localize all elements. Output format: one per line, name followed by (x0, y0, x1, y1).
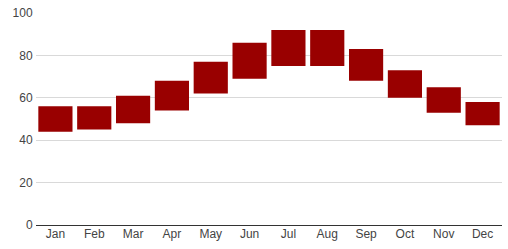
svg-text:100: 100 (13, 6, 33, 20)
svg-text:Jun: Jun (240, 227, 259, 241)
svg-text:Feb: Feb (84, 227, 105, 241)
svg-text:Jul: Jul (281, 227, 296, 241)
svg-text:Sep: Sep (355, 227, 377, 241)
svg-text:80: 80 (19, 49, 33, 63)
svg-text:60: 60 (19, 91, 33, 105)
svg-text:May: May (199, 227, 222, 241)
svg-text:Aug: Aug (317, 227, 338, 241)
svg-text:Apr: Apr (163, 227, 182, 241)
svg-text:40: 40 (19, 133, 33, 147)
svg-text:20: 20 (19, 176, 33, 190)
svg-text:Mar: Mar (123, 227, 144, 241)
svg-text:Dec: Dec (472, 227, 493, 241)
svg-text:Nov: Nov (433, 227, 454, 241)
svg-text:0: 0 (26, 218, 33, 232)
svg-text:Oct: Oct (396, 227, 415, 241)
svg-text:Jan: Jan (46, 227, 65, 241)
